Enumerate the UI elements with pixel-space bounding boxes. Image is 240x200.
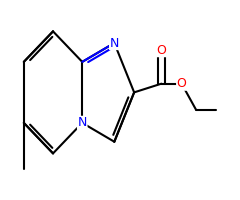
Text: O: O [156,44,166,57]
Text: N: N [110,37,119,50]
Text: N: N [78,116,87,129]
Text: O: O [177,77,186,90]
